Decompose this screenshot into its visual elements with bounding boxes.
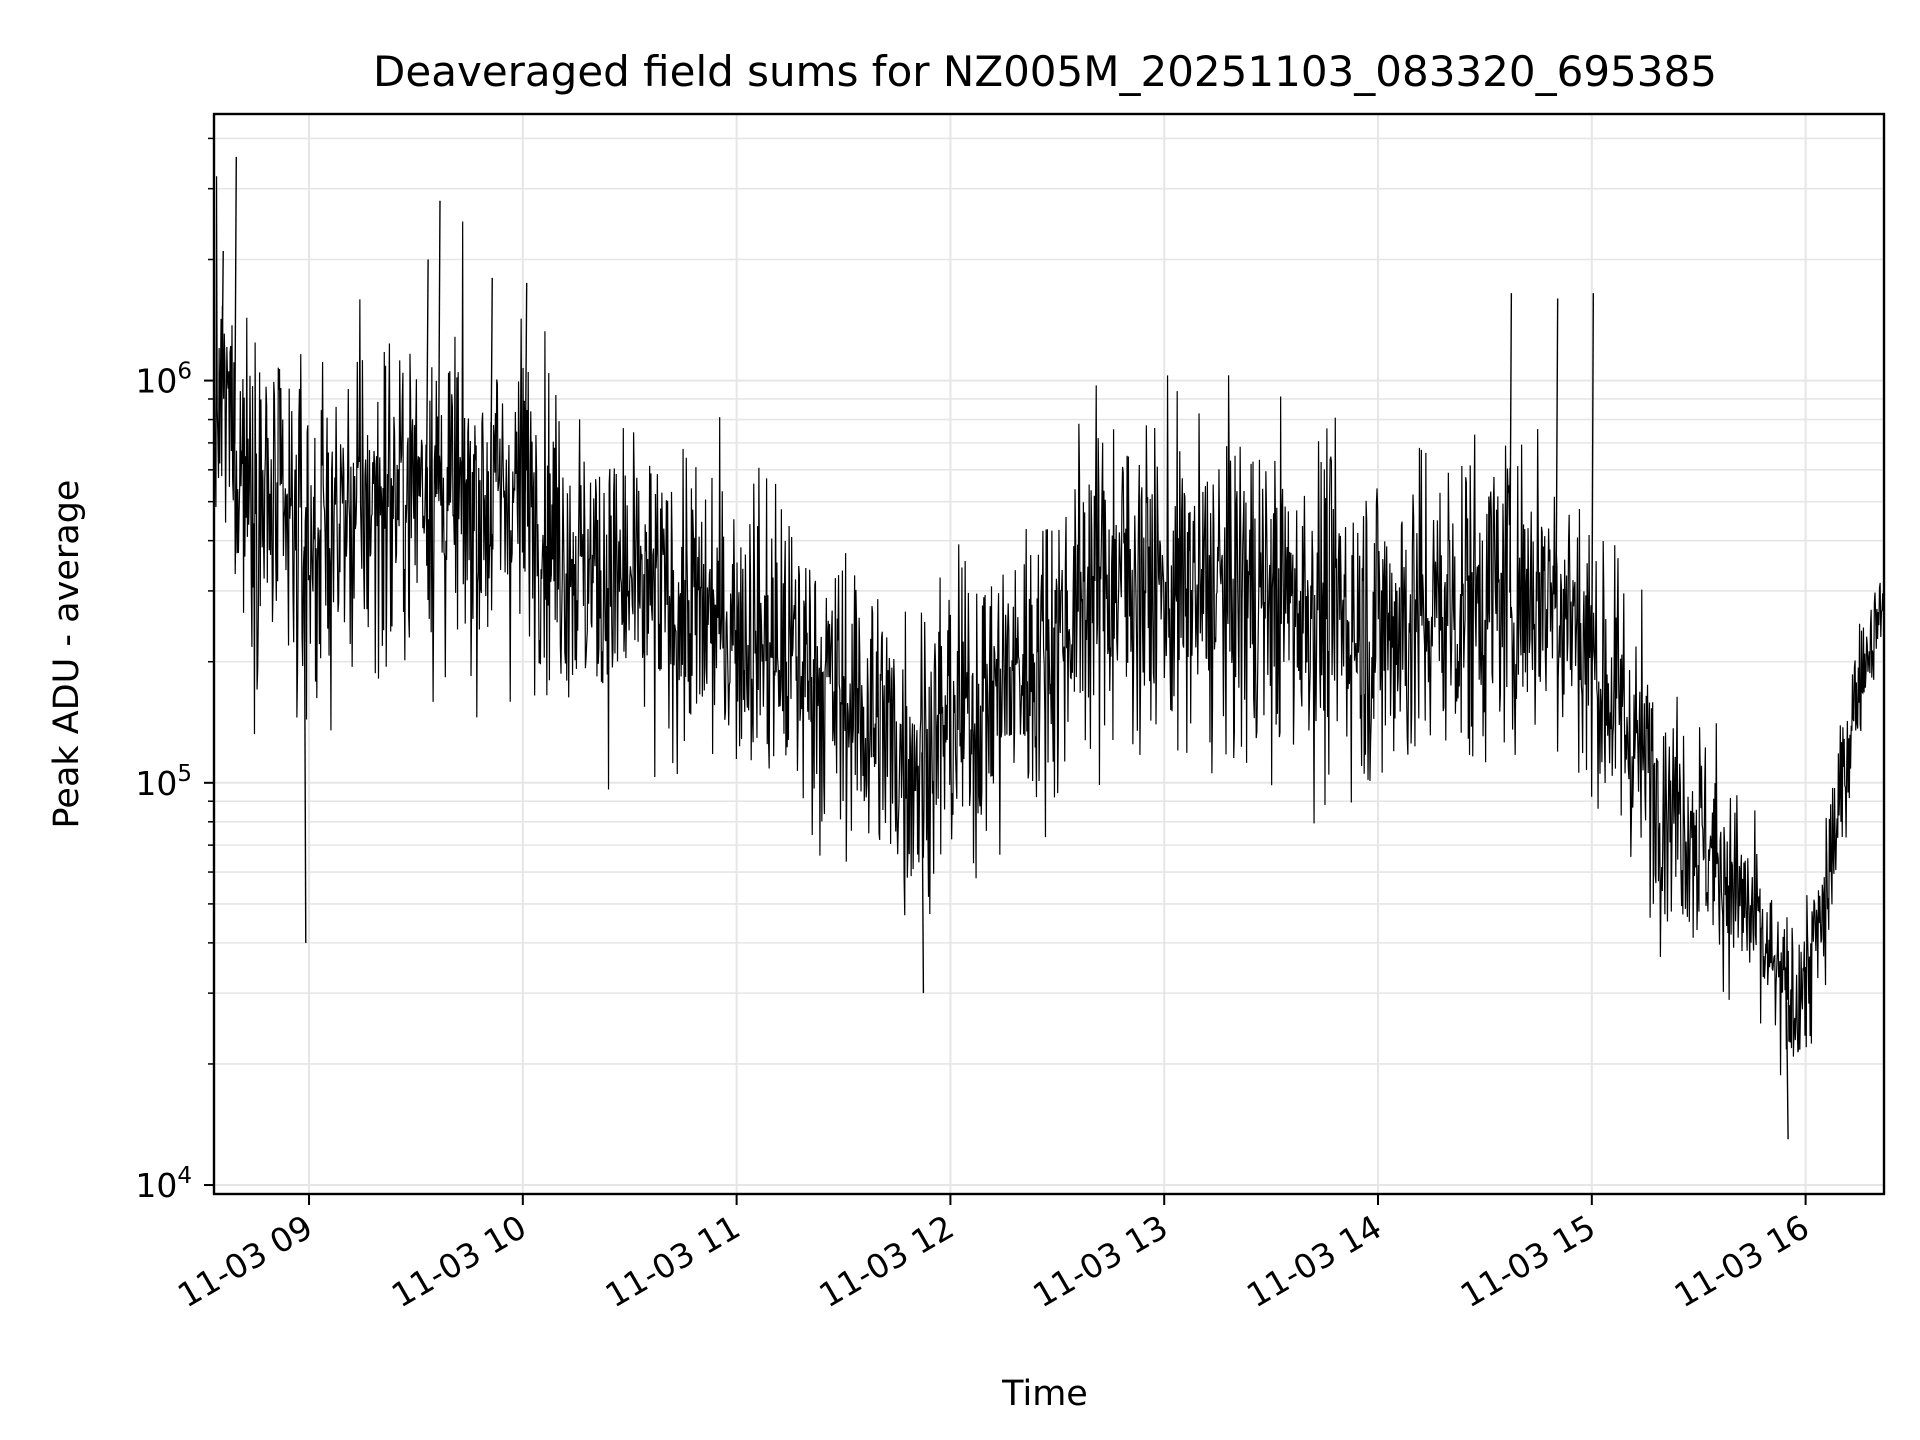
series-spike [425, 259, 429, 475]
series-spike [524, 282, 528, 491]
x-axis-label: Time [1001, 1374, 1088, 1414]
series-spike [1591, 293, 1595, 662]
series-spike [1785, 1002, 1789, 1140]
y-tick-label: 106 [135, 359, 192, 401]
series-line [214, 176, 1884, 1076]
series-spike [303, 546, 307, 943]
series-spike [1555, 298, 1559, 586]
chart-title: Deaveraged field sums for NZ005M_2025110… [373, 47, 1717, 96]
y-tick-label: 104 [135, 1163, 192, 1205]
y-axis: 104 105 106 [135, 137, 214, 1205]
series-spike [490, 277, 493, 501]
series-spike [221, 250, 224, 417]
y-axis-label: Peak ADU - average [47, 480, 87, 829]
series-spike [921, 752, 925, 994]
plot-frame [212, 112, 1886, 1196]
series-spike [437, 200, 441, 490]
y-tick-label: 105 [135, 761, 192, 803]
series-spike [234, 156, 237, 444]
data-series [214, 156, 1884, 1140]
series-spike [1509, 293, 1513, 593]
